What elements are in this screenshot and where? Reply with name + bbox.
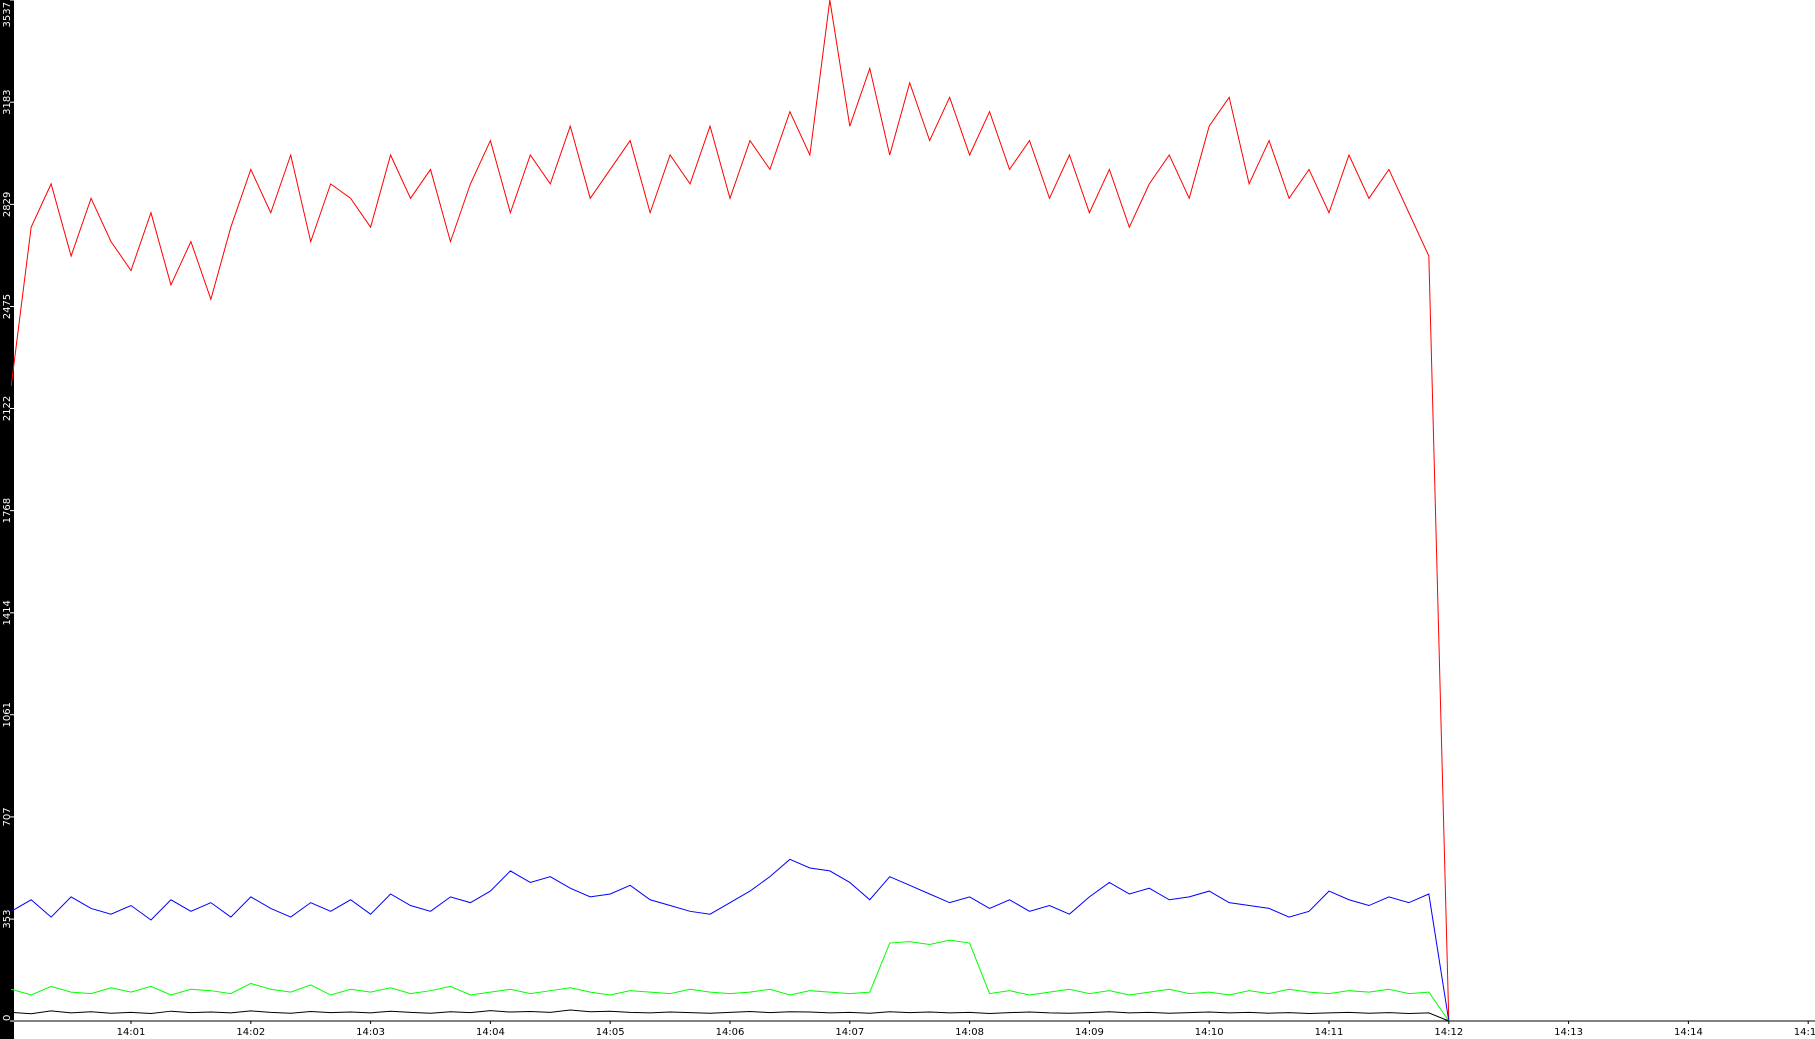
y-tick-label: 1414 [2,600,13,625]
series-line [10,0,1450,1022]
x-tick-label: 14:04 [476,1027,505,1038]
x-tick-label: 14:02 [236,1027,265,1038]
x-tick-label: 14:01 [117,1027,146,1038]
series-line [10,858,1450,1022]
x-tick-label: 14:06 [716,1027,745,1038]
y-tick-label: 353 [2,910,13,929]
y-tick-label: 2475 [2,294,13,319]
y-tick-label: 3537 [2,2,13,27]
y-tick-label: 1768 [2,498,13,523]
y-tick-label: 2122 [2,396,13,421]
x-tick-label: 14:09 [1075,1027,1104,1038]
series-line [11,1009,1449,1022]
y-tick-label: 3183 [2,89,13,114]
x-tick-label: 14:08 [955,1027,984,1038]
y-tick-label: 2829 [2,192,13,217]
y-tick-label: 0 [2,1015,13,1021]
x-tick-label: 14:10 [1195,1027,1224,1038]
x-tick-label: 14:07 [835,1027,864,1038]
x-tick-label: 14:03 [356,1027,385,1038]
x-tick-label: 14:05 [596,1027,625,1038]
x-tick-label: 14:13 [1554,1027,1583,1038]
x-tick-label: 14:12 [1434,1027,1463,1038]
y-axis-strip [0,0,14,1039]
x-tick-label: 14:11 [1315,1027,1344,1038]
y-tick-label: 707 [2,807,13,826]
y-tick-label: 1061 [2,702,13,727]
x-tick-label: 14:14 [1674,1027,1703,1038]
x-tick-label: 14:15 [1794,1027,1815,1038]
series-line [11,939,1450,1022]
